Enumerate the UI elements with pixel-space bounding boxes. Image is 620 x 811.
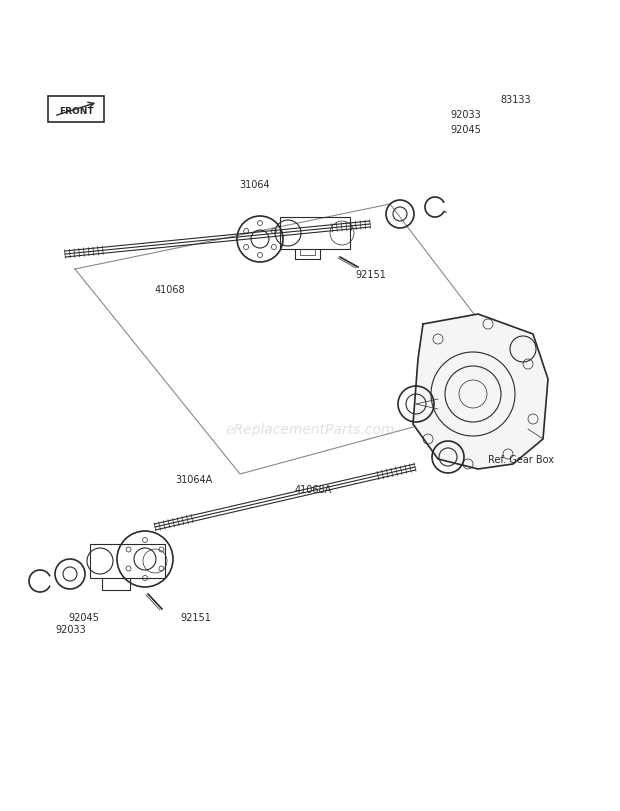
Text: 92033: 92033 bbox=[450, 109, 481, 120]
Text: 83133: 83133 bbox=[500, 95, 531, 105]
Text: eReplacementParts.com: eReplacementParts.com bbox=[225, 423, 395, 436]
Bar bbox=[280, 217, 350, 250]
Text: Ref. Gear Box: Ref. Gear Box bbox=[488, 454, 554, 465]
Bar bbox=[90, 544, 165, 578]
Text: 92045: 92045 bbox=[68, 612, 99, 622]
Text: 31064: 31064 bbox=[240, 180, 270, 190]
Polygon shape bbox=[413, 315, 548, 470]
Text: 92151: 92151 bbox=[180, 612, 211, 622]
Bar bbox=[48, 97, 104, 122]
Text: 92151: 92151 bbox=[355, 270, 386, 280]
Text: FRONT: FRONT bbox=[59, 107, 94, 116]
Text: 92033: 92033 bbox=[55, 624, 86, 634]
Text: 41068: 41068 bbox=[155, 285, 185, 294]
Text: 41068A: 41068A bbox=[295, 484, 332, 495]
Text: 31064A: 31064A bbox=[175, 474, 212, 484]
Text: 92045: 92045 bbox=[450, 125, 481, 135]
